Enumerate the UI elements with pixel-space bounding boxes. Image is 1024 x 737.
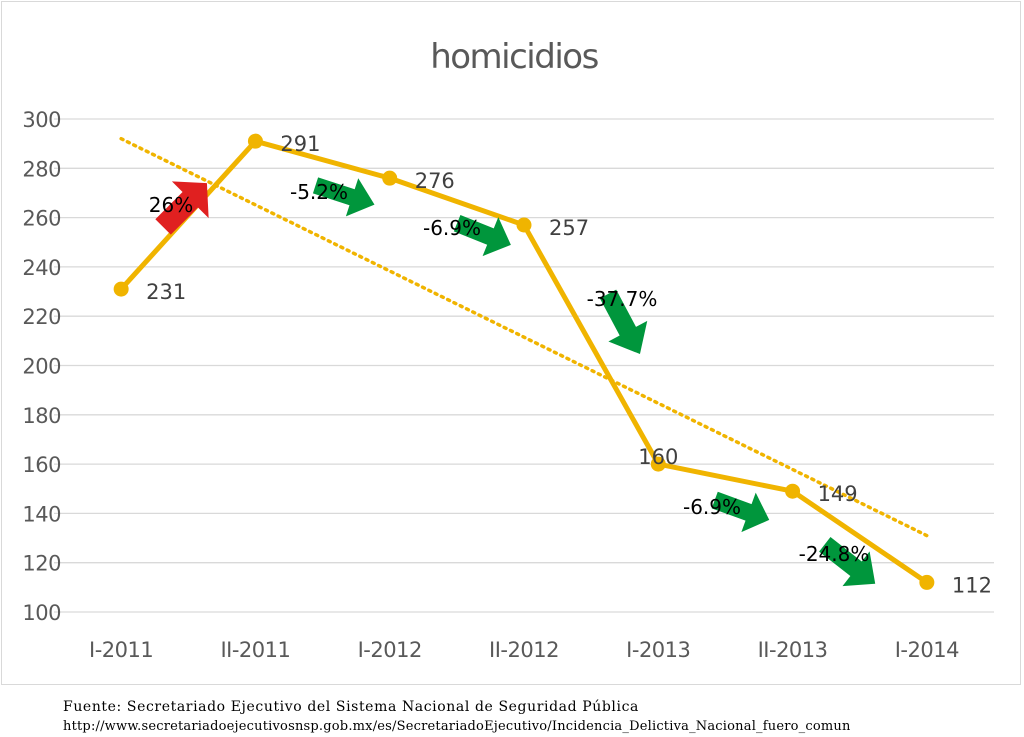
- data-point: [113, 281, 129, 297]
- change-label: -5.2%: [290, 180, 348, 204]
- data-label: 257: [549, 216, 589, 240]
- series-line: [119, 138, 929, 585]
- y-tick-label: 120: [22, 552, 61, 576]
- data-point: [785, 483, 801, 499]
- x-tick-label: I-2012: [358, 638, 422, 662]
- data-point: [650, 456, 666, 472]
- source-note: Fuente: Secretariado Ejecutivo del Siste…: [63, 699, 639, 715]
- change-label: -6.9%: [423, 216, 481, 240]
- trendline: [119, 136, 929, 538]
- y-tick-label: 100: [22, 601, 61, 625]
- y-tick-label: 160: [22, 453, 61, 477]
- data-point: [382, 170, 398, 186]
- change-arrow-down-icon: [819, 537, 876, 587]
- chart-canvas: homicidios 100 120 140 160 180 200 220 240 260 28…: [22, 37, 994, 662]
- change-arrow-down-icon: [453, 214, 511, 257]
- change-arrow-down-icon: [599, 289, 648, 355]
- x-tick-label: I-2013: [626, 638, 690, 662]
- change-arrow-up-icon: [155, 181, 209, 235]
- y-tick-label: 280: [22, 157, 61, 181]
- x-tick-label: II-2013: [758, 638, 828, 662]
- y-tick-label: 180: [22, 404, 61, 428]
- data-label: 276: [415, 169, 455, 193]
- data-label: 291: [280, 132, 320, 156]
- data-point: [247, 133, 263, 149]
- y-tick-label: 220: [22, 305, 61, 329]
- change-label: 26%: [149, 193, 193, 217]
- data-label: 149: [818, 482, 858, 506]
- x-tick-label: I-2014: [895, 638, 959, 662]
- change-arrow-down-icon: [711, 491, 770, 533]
- y-tick-label: 200: [22, 355, 61, 379]
- data-label: 231: [146, 280, 186, 304]
- x-tick-label: II-2011: [220, 638, 290, 662]
- change-label: -6.9%: [683, 495, 741, 519]
- y-tick-label: 240: [22, 256, 61, 280]
- change-arrow-down-icon: [312, 177, 375, 217]
- chart-title: homicidios: [430, 37, 598, 77]
- y-tick-label: 260: [22, 207, 61, 231]
- change-label: -24.8%: [799, 542, 870, 566]
- change-label: -37.7%: [587, 287, 658, 311]
- x-tick-label: II-2012: [489, 638, 559, 662]
- source-url: http://www.secretariadoejecutivosnsp.gob…: [63, 719, 851, 734]
- data-point: [919, 574, 935, 590]
- data-point: [516, 217, 532, 233]
- y-tick-label: 140: [22, 502, 61, 526]
- data-label: 112: [952, 573, 992, 597]
- data-label: 160: [638, 445, 678, 469]
- chart-frame: homicidios 100 120 140 160 180 200 220 240 260 28…: [1, 1, 1021, 685]
- y-tick-label: 300: [22, 108, 61, 132]
- x-tick-label: I-2011: [89, 638, 153, 662]
